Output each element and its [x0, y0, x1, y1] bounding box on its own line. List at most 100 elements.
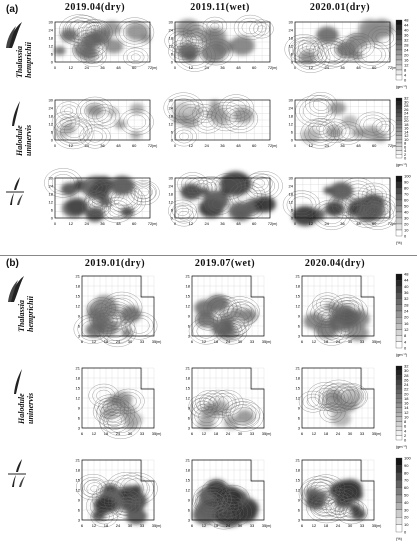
y-tick-label: 21 — [76, 458, 81, 463]
x-tick-label: 72 — [388, 221, 393, 226]
y-tick-label: 6 — [78, 508, 81, 513]
axis-unit-label: (m) — [152, 66, 157, 70]
x-tick-label: 6 — [301, 523, 304, 528]
x-tick-label: 30 — [128, 523, 133, 528]
y-tick-label: 6 — [188, 416, 191, 421]
x-tick-label: 48 — [236, 221, 241, 226]
scale-tick-label: 60 — [404, 485, 409, 490]
x-tick-label: 0 — [174, 143, 177, 148]
x-tick-label: 36 — [100, 143, 105, 148]
x-tick-label: 48 — [236, 65, 241, 70]
x-tick-label: 24 — [336, 431, 341, 436]
scale-tick-label: 90 — [404, 463, 409, 468]
scale-tick-label: 20 — [404, 222, 409, 227]
y-tick-label: 18 — [296, 284, 301, 289]
y-tick-label: 0 — [291, 216, 294, 221]
scale-tick-label: 44 — [404, 23, 409, 28]
y-tick-label: 3 — [188, 334, 191, 339]
y-tick-label: 15 — [296, 386, 301, 391]
scale-tick-label: 2 — [404, 152, 407, 157]
y-tick-label: 6 — [188, 508, 191, 513]
x-tick-label: 0 — [54, 143, 57, 148]
x-tick-label: 12 — [202, 431, 207, 436]
scale-tick-label: 40 — [404, 284, 409, 289]
y-tick-label: 18 — [76, 468, 81, 473]
axis-unit-label: (m) — [266, 524, 271, 528]
y-tick-label: 18 — [289, 114, 294, 119]
scale-tick-label: 24 — [404, 48, 409, 53]
x-tick-label: 24 — [336, 339, 341, 344]
x-tick-label: 72 — [268, 65, 273, 70]
x-tick-label: 24 — [84, 65, 89, 70]
x-tick-label: 30 — [348, 523, 353, 528]
y-tick-label: 3 — [78, 426, 81, 431]
y-tick-label: 12 — [289, 200, 294, 205]
x-tick-label: 36 — [220, 221, 225, 226]
scale-tick-label: 50 — [404, 493, 409, 498]
panel-a-col-2-title: 2019.11(wet) — [190, 2, 250, 13]
x-tick-label: 35 — [372, 339, 377, 344]
y-tick-label: 18 — [186, 468, 191, 473]
x-tick-label: 72 — [268, 221, 273, 226]
x-tick-label: 24 — [324, 143, 329, 148]
species-name-panel_b-0-epithet: hemprichii — [26, 295, 35, 332]
axis-unit-label: (m) — [392, 66, 397, 70]
y-tick-label: 21 — [186, 274, 191, 279]
x-tick-label: 24 — [226, 523, 231, 528]
y-tick-label: 18 — [296, 376, 301, 381]
y-tick-label: 12 — [296, 488, 301, 493]
y-tick-label: 15 — [186, 386, 191, 391]
scale-tick-label: 4 — [404, 428, 407, 433]
scale-tick-label: 14 — [404, 129, 409, 134]
y-tick-label: 21 — [76, 366, 81, 371]
scale-tick-label: 20 — [404, 53, 409, 58]
y-tick-label: 30 — [289, 20, 294, 25]
x-tick-label: 48 — [356, 143, 361, 148]
x-tick-label: 48 — [116, 221, 121, 226]
scale-tick-label: 30 — [404, 216, 409, 221]
x-tick-label: 60 — [252, 143, 257, 148]
y-tick-label: 6 — [78, 324, 81, 329]
x-tick-label: 60 — [132, 221, 137, 226]
y-tick-label: 6 — [51, 130, 54, 135]
x-tick-label: 12 — [69, 221, 74, 226]
scale-unit-label: (%) — [396, 537, 403, 541]
scale-tick-label: 4 — [404, 148, 407, 153]
y-tick-label: 9 — [78, 498, 81, 503]
panel-a-col-1-title: 2019.04(dry) — [64, 2, 126, 13]
x-tick-label: 12 — [202, 523, 207, 528]
x-tick-label: 12 — [309, 143, 314, 148]
y-tick-label: 3 — [188, 426, 191, 431]
x-tick-label: 60 — [252, 221, 257, 226]
y-tick-label: 12 — [169, 200, 174, 205]
scale-tick-label: 12 — [404, 63, 409, 68]
y-tick-label: 9 — [298, 498, 301, 503]
y-tick-label: 12 — [76, 304, 81, 309]
x-tick-label: 35 — [152, 431, 157, 436]
y-tick-label: 3 — [298, 334, 301, 339]
x-tick-label: 0 — [294, 65, 297, 70]
x-tick-label: 12 — [202, 339, 207, 344]
y-tick-label: 12 — [49, 122, 54, 127]
scale-tick-label: 22 — [404, 387, 409, 392]
x-tick-label: 0 — [174, 65, 177, 70]
y-tick-label: 6 — [171, 130, 174, 135]
scale-tick-label: 70 — [404, 478, 409, 483]
y-tick-label: 12 — [186, 304, 191, 309]
x-tick-label: 12 — [69, 143, 74, 148]
y-tick-label: 12 — [289, 122, 294, 127]
scale-tick-label: 0 — [404, 530, 407, 535]
y-tick-label: 3 — [298, 518, 301, 523]
scale-unit-label: (%) — [396, 241, 403, 245]
y-tick-label: 30 — [289, 176, 294, 181]
scale-tick-label: 40 — [404, 28, 409, 33]
y-tick-label: 18 — [49, 114, 54, 119]
y-tick-label: 15 — [76, 478, 81, 483]
